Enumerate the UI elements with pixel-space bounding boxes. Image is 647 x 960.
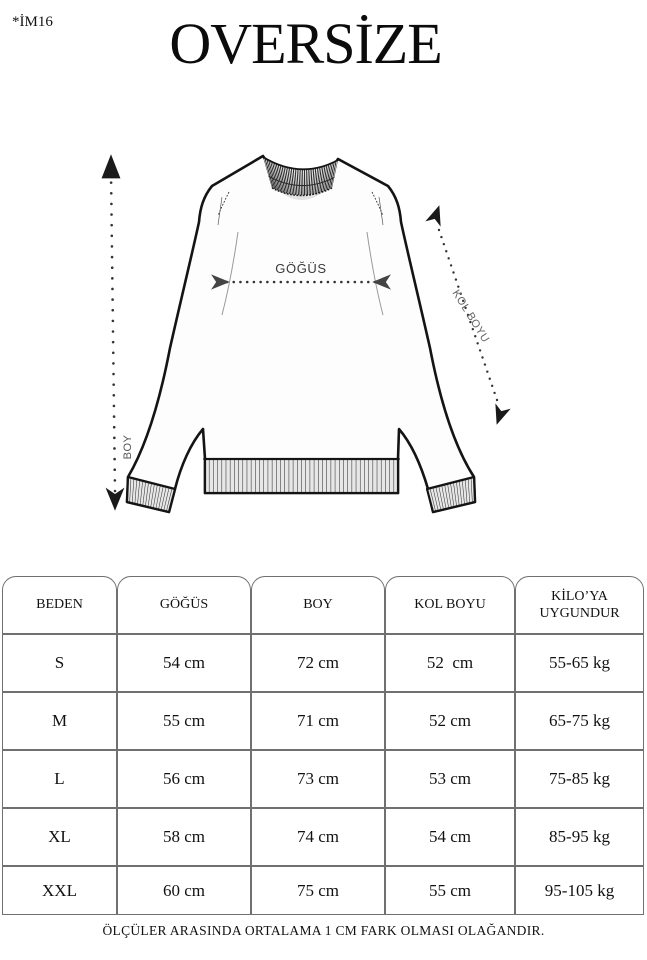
svg-text:KOL BOYU: KOL BOYU xyxy=(450,288,492,345)
svg-text:BOY: BOY xyxy=(122,434,134,459)
svg-text:GÖĞÜS: GÖĞÜS xyxy=(275,261,326,276)
